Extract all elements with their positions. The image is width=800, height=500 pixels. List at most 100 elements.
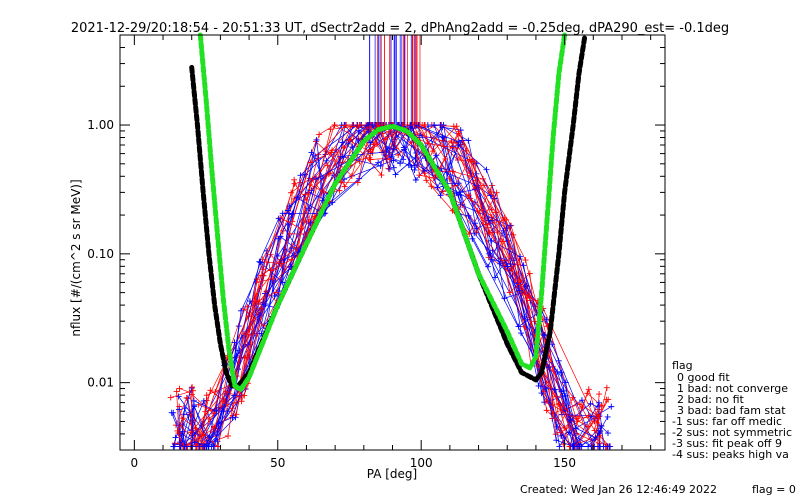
data-point <box>455 138 462 145</box>
data-point <box>298 225 305 232</box>
data-point <box>329 199 336 206</box>
data-trace <box>187 124 595 447</box>
data-point <box>560 434 567 441</box>
data-point <box>517 253 524 260</box>
data-point <box>224 408 231 415</box>
data-trace <box>179 124 608 448</box>
data-point <box>367 139 374 146</box>
data-point <box>497 260 504 267</box>
data-point <box>540 332 547 339</box>
data-point <box>316 131 323 138</box>
data-point <box>233 399 240 406</box>
plot-frame <box>119 34 666 451</box>
data-point <box>175 406 182 413</box>
data-point <box>225 432 232 439</box>
data-point <box>188 429 195 436</box>
data-point <box>407 122 414 129</box>
data-point <box>205 415 212 422</box>
data-point <box>526 292 533 299</box>
data-point <box>274 252 281 259</box>
data-point <box>356 122 363 129</box>
data-point <box>471 230 478 237</box>
data-point <box>179 415 186 422</box>
data-point <box>430 148 437 155</box>
legend: flag 0 good fit 1 bad: not converge 2 ba… <box>672 359 792 461</box>
data-point <box>430 174 437 181</box>
data-point <box>453 123 460 130</box>
data-point <box>308 149 315 156</box>
data-point <box>557 429 564 436</box>
data-point <box>200 397 207 404</box>
data-trace <box>180 123 601 448</box>
data-point <box>201 443 208 450</box>
data-point <box>465 192 472 199</box>
data-trace <box>181 124 611 447</box>
data-point <box>608 403 615 410</box>
data-point <box>535 382 542 389</box>
data-point <box>302 191 309 198</box>
data-point <box>482 221 489 228</box>
data-point <box>377 162 384 169</box>
x-axis-label: PA [deg] <box>367 467 417 481</box>
chart-title: 2021-12-29/20:18:54 - 20:51:33 UT, dSect… <box>71 21 729 36</box>
data-point <box>578 397 585 404</box>
y-tick-label: 1.00 <box>87 118 114 132</box>
data-trace <box>187 124 600 447</box>
x-tick-label: 0 <box>131 456 139 470</box>
data-point <box>585 443 592 450</box>
data-point <box>595 399 602 406</box>
data-point <box>333 146 340 153</box>
legend-entry-3: 3 bad: bad fam stat <box>677 404 786 417</box>
data-point <box>585 386 592 393</box>
data-point <box>229 414 236 421</box>
data-point <box>596 430 603 437</box>
data-point <box>288 189 295 196</box>
data-trace <box>170 124 553 447</box>
data-point <box>414 161 421 168</box>
data-point <box>585 412 592 419</box>
data-point <box>515 261 522 268</box>
data-point <box>466 231 473 238</box>
data-point <box>560 387 567 394</box>
data-point <box>603 396 610 403</box>
data-point <box>551 386 558 393</box>
data-point <box>355 127 362 134</box>
data-point <box>515 323 522 330</box>
y-tick-label: 0.01 <box>87 376 114 390</box>
data-point <box>553 437 560 444</box>
data-point <box>584 390 591 397</box>
data-point <box>449 168 456 175</box>
data-point <box>400 144 407 151</box>
data-point <box>392 171 399 178</box>
data-point <box>267 267 274 274</box>
model-curves <box>189 32 588 393</box>
data-point <box>390 164 397 171</box>
legend-entry-7: -4 sus: peaks high va <box>672 448 789 461</box>
data-point <box>214 443 221 450</box>
data-point <box>412 176 419 183</box>
data-point <box>570 443 577 450</box>
data-point <box>324 162 331 169</box>
data-point <box>313 136 320 143</box>
data-point <box>378 172 385 179</box>
data-point <box>291 176 298 183</box>
data-point <box>433 152 440 159</box>
data-point <box>297 172 304 179</box>
data-point <box>488 237 495 244</box>
data-point <box>192 425 199 432</box>
data-point <box>465 137 472 144</box>
data-point <box>219 398 226 405</box>
data-point <box>313 175 320 182</box>
data-point <box>238 307 245 314</box>
data-point <box>604 413 611 420</box>
data-point <box>181 443 188 450</box>
legend-entry-5: -2 sus: not symmetric <box>672 426 792 439</box>
data-point <box>269 275 276 282</box>
data-point <box>487 189 494 196</box>
data-point <box>600 443 607 450</box>
data-point <box>472 220 479 227</box>
data-point <box>397 160 404 167</box>
data-point <box>366 154 373 161</box>
data-point <box>375 122 382 129</box>
